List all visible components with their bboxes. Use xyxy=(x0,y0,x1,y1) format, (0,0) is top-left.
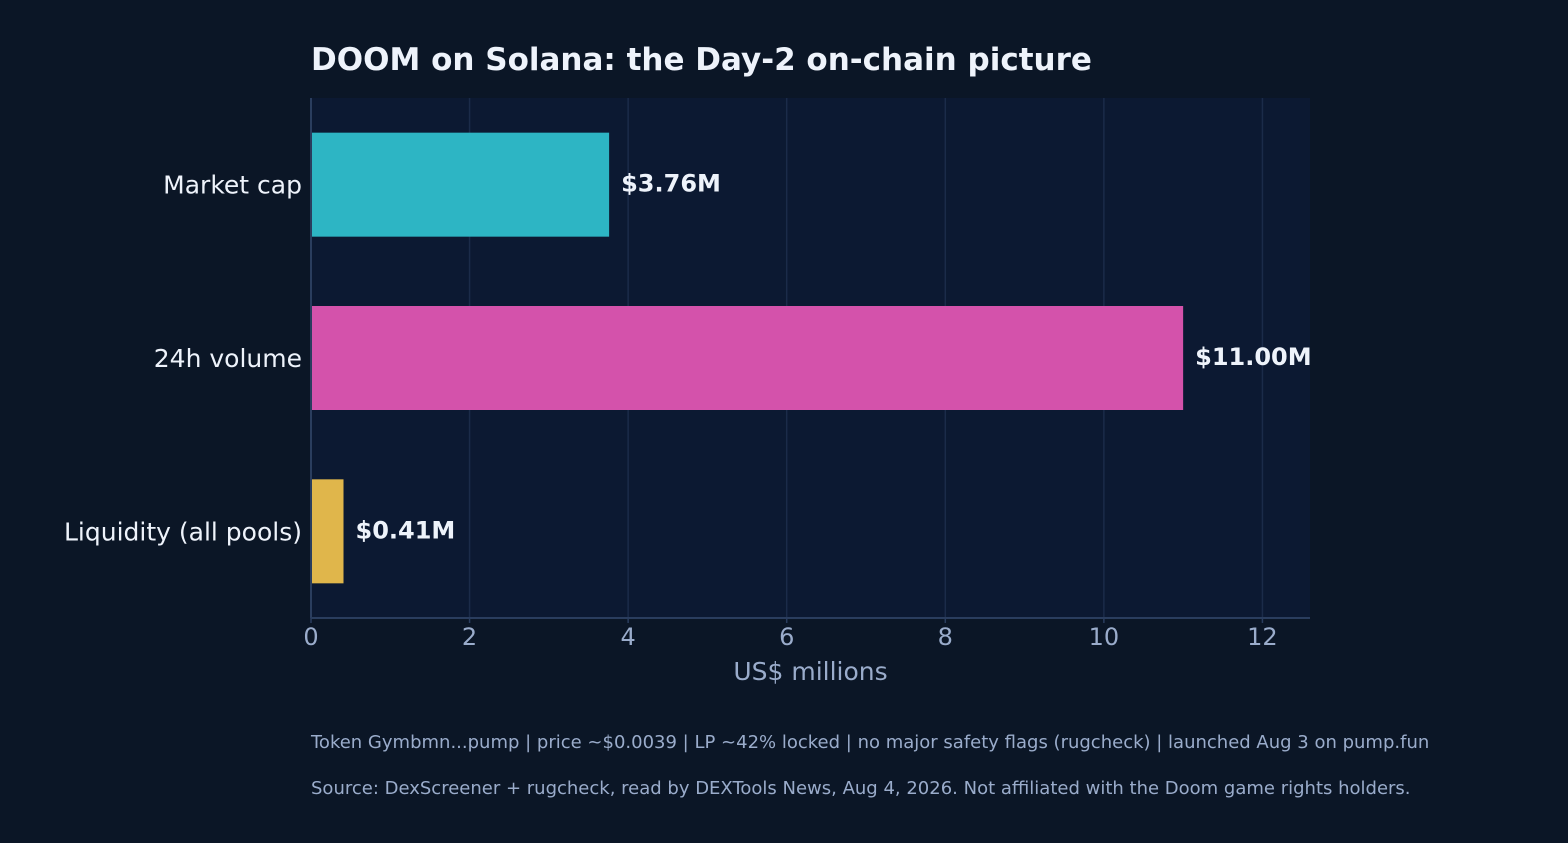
bar-2 xyxy=(311,479,344,584)
category-label-1: 24h volume xyxy=(154,344,302,373)
bar-0 xyxy=(311,132,610,237)
x-tick-label-6: 12 xyxy=(1247,623,1278,651)
value-label-1: $11.00M xyxy=(1195,343,1312,371)
x-axis-title: US$ millions xyxy=(733,657,887,686)
category-label-2: Liquidity (all pools) xyxy=(64,517,302,546)
x-tick-label-0: 0 xyxy=(303,623,318,651)
chart-title: DOOM on Solana: the Day-2 on-chain pictu… xyxy=(311,42,1092,78)
x-tick-label-3: 6 xyxy=(779,623,794,651)
value-label-0: $3.76M xyxy=(621,170,721,198)
bar-1 xyxy=(311,306,1184,410)
category-label-0: Market cap xyxy=(163,171,302,200)
value-label-2: $0.41M xyxy=(356,516,456,544)
axes: 0 2 4 6 8 10 12 xyxy=(303,98,1310,651)
bars: $3.76M Market cap $11.00M 24h volume $0.41M L… xyxy=(64,132,1312,584)
x-tick-label-5: 10 xyxy=(1089,623,1120,651)
footnote-source: Source: DexScreener + rugcheck, read by … xyxy=(311,778,1411,799)
x-tick-label-4: 8 xyxy=(938,623,953,651)
x-tick-label-2: 4 xyxy=(621,623,636,651)
footnote-token-info: Token Gymbmn...pump | price ~$0.0039 | L… xyxy=(310,732,1429,753)
x-tick-label-1: 2 xyxy=(462,623,477,651)
